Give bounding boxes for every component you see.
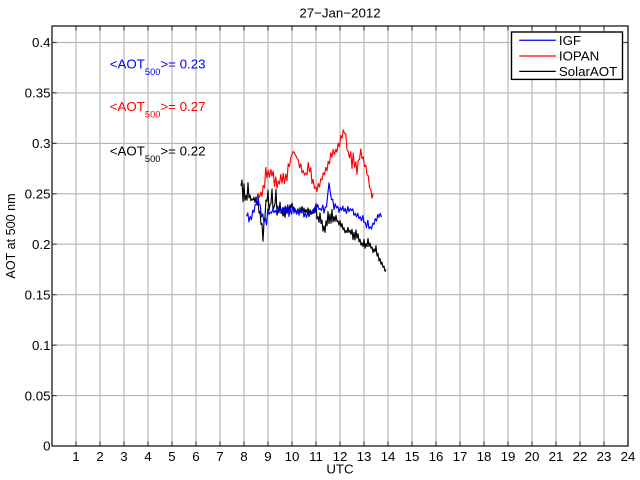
svg-text:3: 3: [120, 449, 127, 464]
svg-text:SolarAOT: SolarAOT: [559, 64, 617, 79]
svg-text:5: 5: [168, 449, 175, 464]
svg-text:18: 18: [477, 449, 492, 464]
svg-text:9: 9: [264, 449, 271, 464]
svg-text:2: 2: [96, 449, 103, 464]
svg-text:22: 22: [573, 449, 588, 464]
svg-text:6: 6: [192, 449, 199, 464]
svg-text:0: 0: [43, 439, 50, 454]
svg-text:0.4: 0.4: [32, 35, 51, 50]
svg-text:0.2: 0.2: [32, 237, 51, 252]
svg-text:UTC: UTC: [326, 462, 354, 477]
svg-text:19: 19: [501, 449, 516, 464]
svg-text:24: 24: [621, 449, 636, 464]
svg-text:10: 10: [285, 449, 300, 464]
svg-text:IOPAN: IOPAN: [559, 49, 599, 64]
svg-text:14: 14: [381, 449, 396, 464]
svg-text:0.05: 0.05: [25, 388, 51, 403]
svg-text:21: 21: [549, 449, 564, 464]
svg-text:17: 17: [453, 449, 468, 464]
svg-text:0.25: 0.25: [25, 187, 51, 202]
svg-text:0.15: 0.15: [25, 287, 51, 302]
svg-text:16: 16: [429, 449, 444, 464]
svg-text:0.35: 0.35: [25, 86, 51, 101]
svg-text:13: 13: [357, 449, 372, 464]
svg-text:20: 20: [525, 449, 540, 464]
svg-text:1: 1: [72, 449, 79, 464]
svg-text:0.1: 0.1: [32, 338, 51, 353]
svg-text:23: 23: [597, 449, 612, 464]
svg-text:27−Jan−2012: 27−Jan−2012: [299, 6, 380, 21]
svg-text:AOT at 500 nm: AOT at 500 nm: [4, 193, 18, 278]
svg-text:12: 12: [333, 449, 348, 464]
svg-text:15: 15: [405, 449, 420, 464]
svg-text:8: 8: [240, 449, 247, 464]
svg-text:11: 11: [309, 449, 323, 464]
svg-text:4: 4: [144, 449, 151, 464]
svg-text:7: 7: [216, 449, 223, 464]
svg-text:IGF: IGF: [559, 33, 581, 48]
svg-text:0.3: 0.3: [32, 136, 51, 151]
